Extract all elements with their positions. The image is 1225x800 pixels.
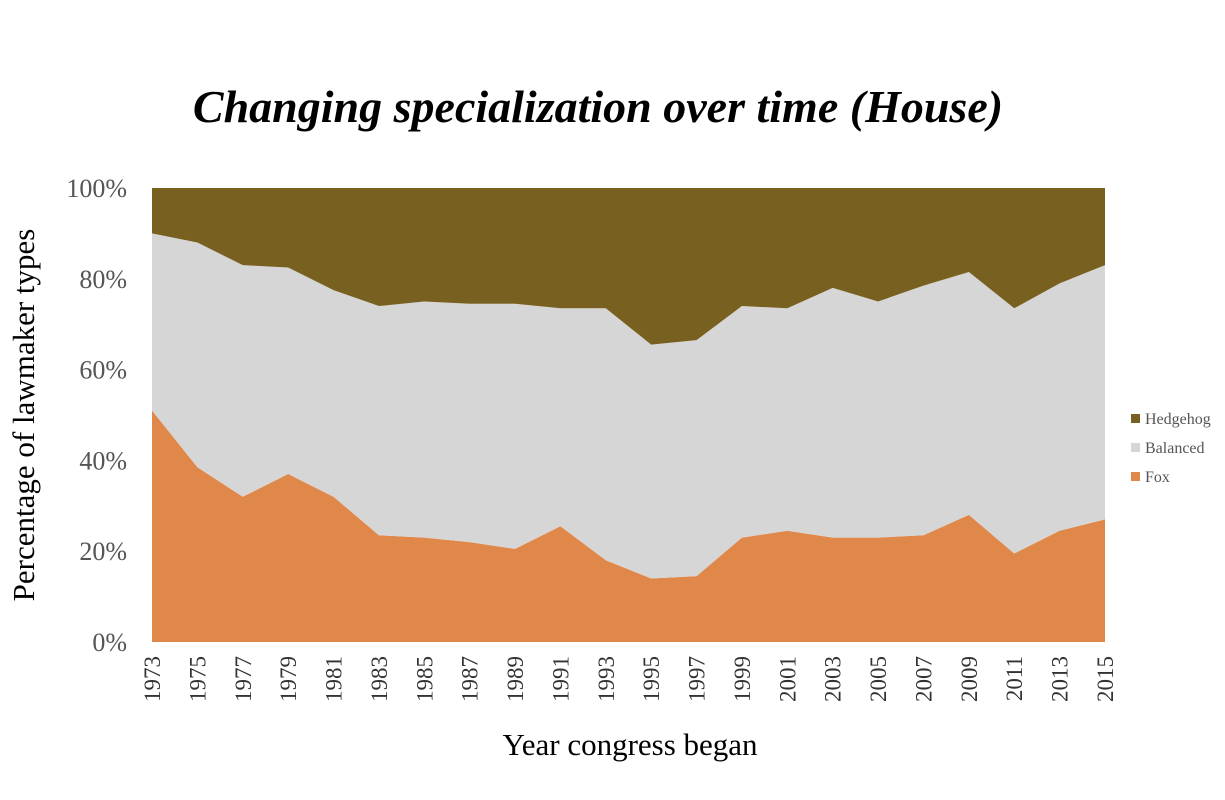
x-axis-label: Year congress began (502, 727, 758, 762)
x-tick-label: 1991 (548, 656, 573, 702)
x-tick-label: 2011 (1002, 656, 1027, 701)
x-tick-label: 1999 (730, 656, 755, 702)
x-tick-label: 2001 (775, 656, 800, 702)
x-tick-label: 2003 (821, 656, 846, 702)
legend-label: Hedgehog (1145, 411, 1211, 428)
area-balanced (152, 233, 1105, 579)
x-tick-label: 1981 (322, 656, 347, 702)
y-tick-label: 100% (66, 174, 127, 203)
legend-swatch (1131, 443, 1140, 452)
chart-title: Changing specialization over time (House… (193, 81, 1003, 132)
x-tick-label: 1979 (276, 656, 301, 702)
x-tick-label: 1973 (140, 656, 165, 702)
y-tick-label: 60% (79, 356, 127, 385)
x-tick-label: 1989 (503, 656, 528, 702)
x-tick-label: 2007 (911, 656, 936, 702)
x-tick-label: 1997 (685, 656, 710, 702)
y-tick-label: 0% (92, 628, 127, 657)
legend: Hedgehog Balanced Fox (1131, 411, 1211, 486)
y-axis-label: Percentage of lawmaker types (6, 229, 41, 602)
x-tick-label: 1993 (594, 656, 619, 702)
y-tick-label: 40% (79, 446, 127, 475)
legend-item-fox: Fox (1131, 469, 1170, 486)
x-tick-label: 1977 (231, 656, 256, 702)
x-tick-label: 1975 (185, 656, 210, 702)
legend-swatch (1131, 414, 1140, 423)
area-series-group (152, 188, 1105, 642)
x-tick-label: 1983 (367, 656, 392, 702)
legend-swatch (1131, 472, 1140, 481)
x-tick-label: 2015 (1093, 656, 1118, 702)
area-fox (152, 410, 1105, 642)
y-tick-label: 20% (79, 537, 127, 566)
x-tick-label: 1985 (412, 656, 437, 702)
legend-item-hedgehog: Hedgehog (1131, 411, 1211, 428)
x-tick-label: 2005 (866, 656, 891, 702)
x-axis-ticks: 1973 1975 1977 1979 1981 1983 1985 1987 1989 1991… (140, 656, 1118, 702)
legend-item-balanced: Balanced (1131, 440, 1205, 457)
area-hedgehog (152, 188, 1105, 345)
x-tick-label: 1995 (639, 656, 664, 702)
legend-label: Balanced (1145, 440, 1205, 457)
x-tick-label: 2013 (1048, 656, 1073, 702)
y-tick-label: 80% (79, 265, 127, 294)
x-tick-label: 2009 (957, 656, 982, 702)
x-tick-label: 1987 (458, 656, 483, 702)
y-axis-ticks: 0% 20% 40% 60% 80% 100% (66, 174, 127, 657)
legend-label: Fox (1145, 469, 1170, 486)
